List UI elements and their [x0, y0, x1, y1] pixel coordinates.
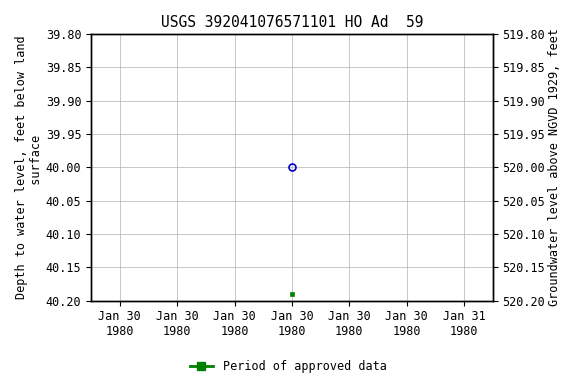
Y-axis label: Depth to water level, feet below land
  surface: Depth to water level, feet below land su… [15, 35, 43, 299]
Title: USGS 392041076571101 HO Ad  59: USGS 392041076571101 HO Ad 59 [161, 15, 423, 30]
Legend: Period of approved data: Period of approved data [185, 356, 391, 378]
Y-axis label: Groundwater level above NGVD 1929, feet: Groundwater level above NGVD 1929, feet [548, 28, 561, 306]
